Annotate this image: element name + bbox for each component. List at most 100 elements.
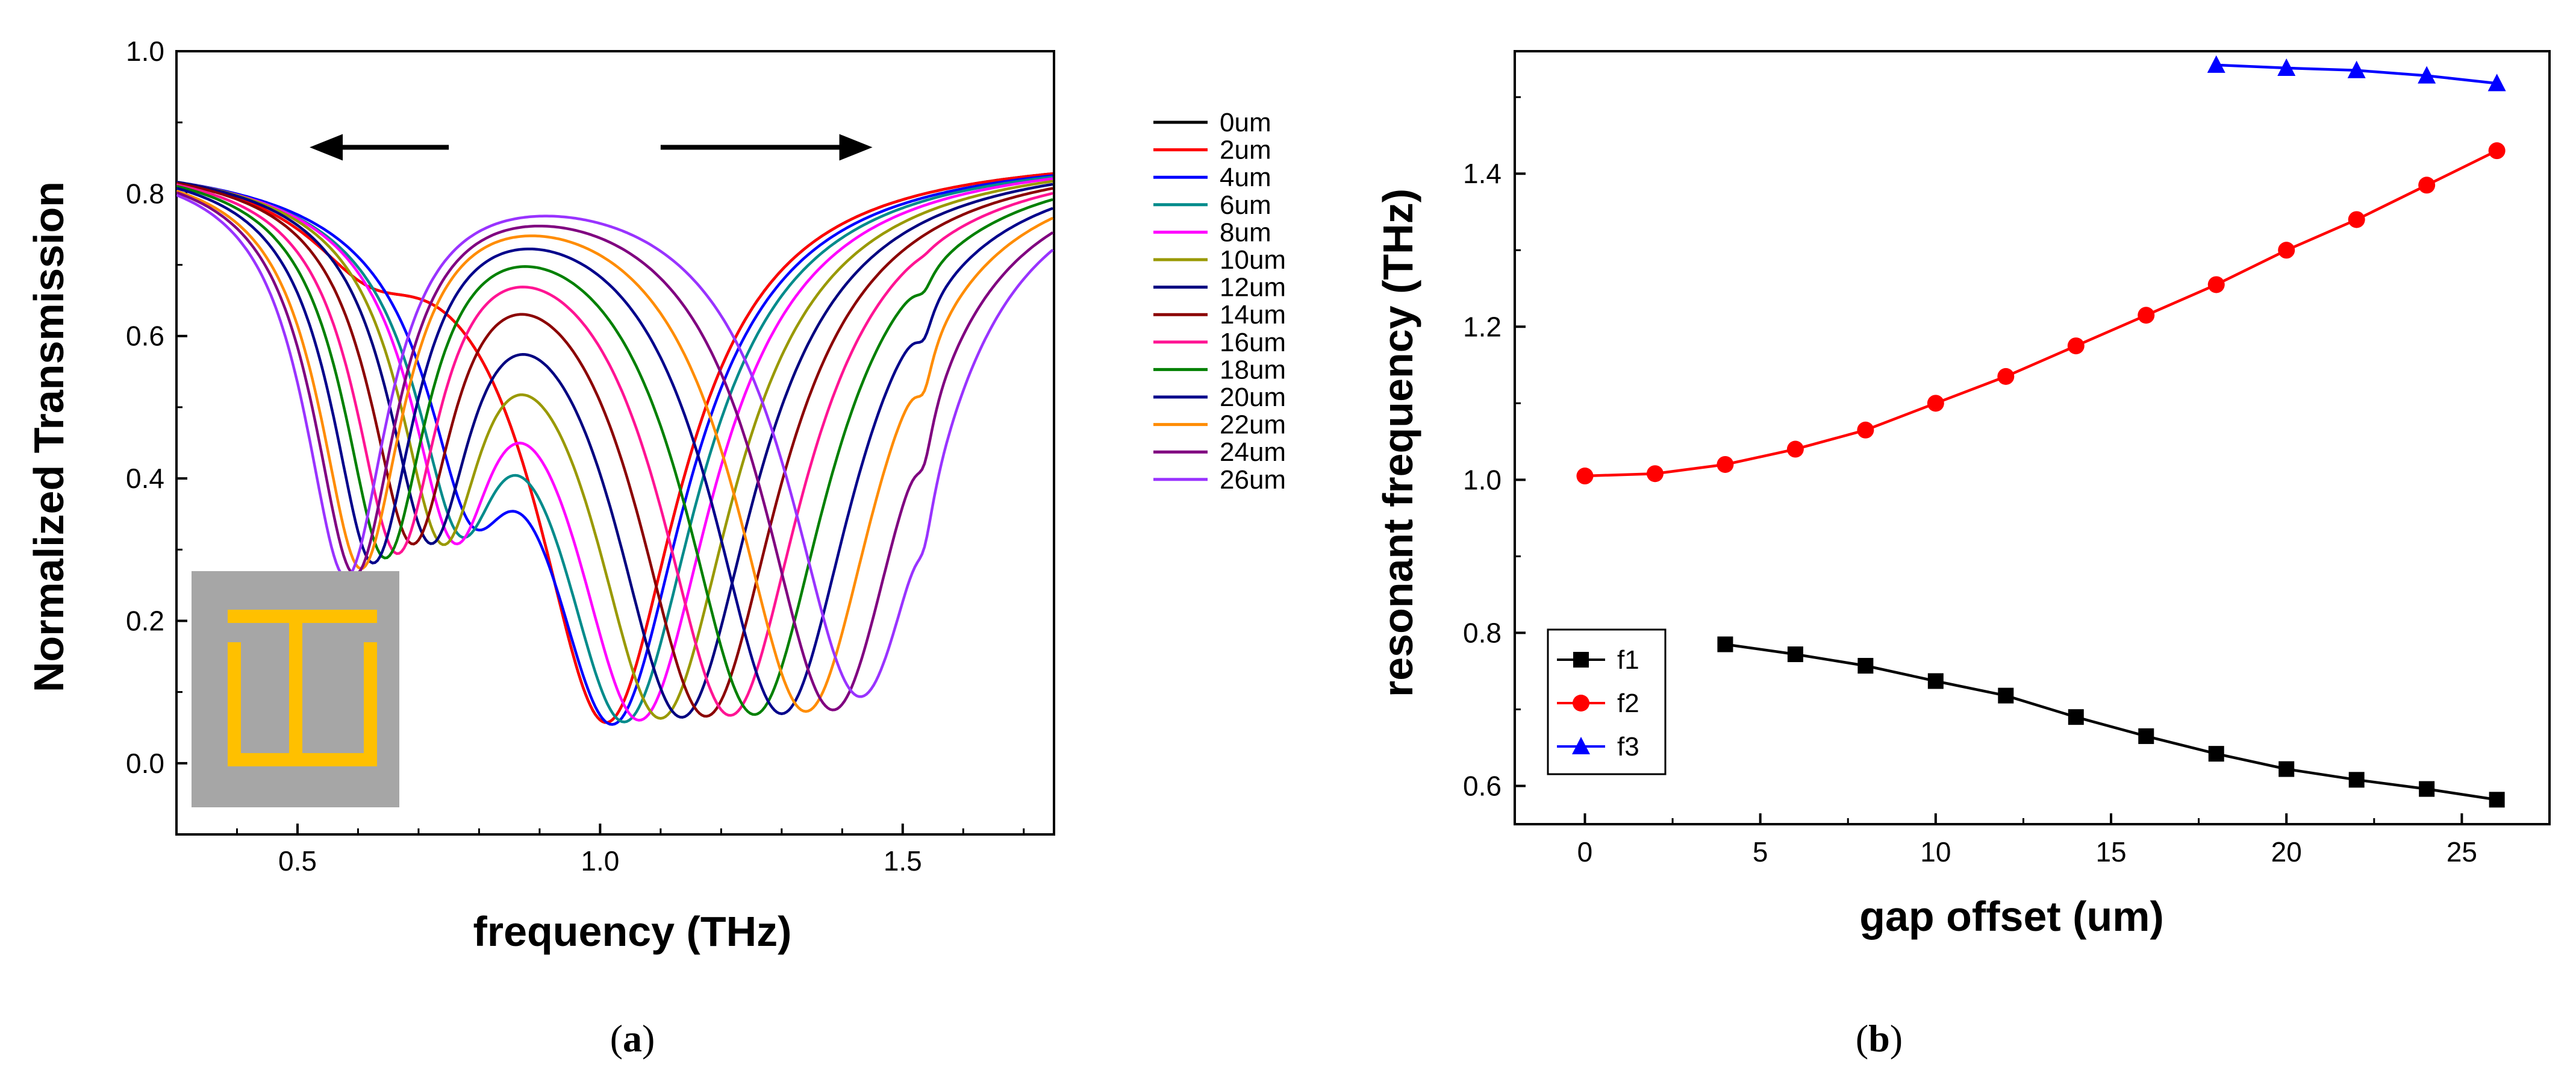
data-point-f3 bbox=[2418, 66, 2436, 84]
data-point-f1 bbox=[2489, 792, 2505, 808]
legend-label-16um: 16um bbox=[1220, 328, 1286, 357]
arrow-head-right bbox=[839, 134, 873, 161]
y-tick-label: 1.0 bbox=[126, 36, 164, 67]
transmission-curve-14um bbox=[176, 181, 1053, 718]
y-tick-label: 1.0 bbox=[1463, 464, 1502, 495]
panel-b-plot-frame bbox=[1514, 50, 2551, 825]
data-point-f1 bbox=[1857, 658, 1874, 674]
data-point-f3 bbox=[2347, 60, 2366, 78]
panel-a-y-axis-label: Normalized Transmission bbox=[25, 181, 72, 692]
legend-label-2um: 2um bbox=[1220, 136, 1271, 165]
legend-label-20um: 20um bbox=[1220, 383, 1286, 412]
data-point-f3 bbox=[2207, 55, 2225, 73]
data-point-f2 bbox=[1997, 368, 2015, 385]
legend-label-8um: 8um bbox=[1220, 217, 1271, 247]
x-tick-label: 0 bbox=[1577, 836, 1593, 868]
legend-label-12um: 12um bbox=[1220, 273, 1286, 302]
panel-b-resonant-frequency-chart: 0 5 10 15 20 25 0.6 0.8 1.0 1.2 1.4 f1 f2 f3 gap off… bbox=[1374, 50, 2551, 940]
transmission-curve-26um bbox=[176, 193, 1054, 698]
data-point-f3 bbox=[2277, 58, 2296, 76]
legend-label-22um: 22um bbox=[1220, 410, 1286, 440]
panel-b-ticks: 0 5 10 15 20 25 0.6 0.8 1.0 1.2 1.4 bbox=[1463, 96, 2477, 868]
series-line-f1 bbox=[1725, 643, 2497, 801]
y-tick-label: 0.8 bbox=[126, 178, 164, 209]
data-point-f1 bbox=[2068, 709, 2084, 725]
x-tick-label: 15 bbox=[2095, 836, 2126, 868]
legend-label-4um: 4um bbox=[1220, 163, 1271, 192]
data-point-f2 bbox=[2138, 307, 2155, 324]
transmission-curve-4um bbox=[176, 174, 1053, 726]
data-point-f2 bbox=[1786, 440, 1804, 458]
x-tick-label: 1.5 bbox=[884, 845, 922, 877]
x-tick-label: 0.5 bbox=[278, 845, 317, 877]
y-tick-label: 0.6 bbox=[126, 321, 164, 352]
transmission-curve-20um bbox=[176, 187, 1053, 715]
data-point-f1 bbox=[1998, 687, 2014, 704]
data-point-f2 bbox=[2067, 337, 2085, 355]
resonator-inset bbox=[192, 571, 399, 807]
data-point-f2 bbox=[1576, 468, 1594, 485]
legend-label-f3: f3 bbox=[1617, 732, 1639, 762]
panel-b-y-axis-label: resonant frequency (THz) bbox=[1374, 189, 1421, 697]
data-point-f1 bbox=[2348, 772, 2365, 788]
data-point-f2 bbox=[1927, 395, 1944, 412]
data-point-f3 bbox=[2487, 74, 2506, 92]
data-point-f1 bbox=[1787, 646, 1803, 662]
arrow-head-left bbox=[310, 134, 343, 161]
panel-a-curves bbox=[176, 172, 1054, 726]
legend-label-26um: 26um bbox=[1220, 465, 1286, 495]
data-point-f1 bbox=[2138, 728, 2154, 744]
legend-label-14um: 14um bbox=[1220, 300, 1286, 330]
transmission-curve-16um bbox=[176, 183, 1053, 717]
data-point-f2 bbox=[1646, 465, 1664, 483]
y-tick-label: 0.4 bbox=[126, 463, 164, 494]
data-point-f2 bbox=[1717, 455, 1734, 473]
transmission-curve-24um bbox=[176, 191, 1054, 712]
panel-a-x-axis-label: frequency (THz) bbox=[473, 908, 792, 955]
transmission-curve-8um bbox=[176, 177, 1053, 722]
panel-a-plot-frame bbox=[175, 50, 1055, 836]
caption-a: (a) bbox=[610, 1017, 655, 1060]
legend-label-10um: 10um bbox=[1220, 245, 1286, 275]
transmission-curve-18um bbox=[176, 184, 1053, 716]
transmission-curve-12um bbox=[176, 180, 1053, 719]
data-point-f2 bbox=[2488, 142, 2506, 160]
panel-b-series bbox=[1576, 55, 2506, 808]
y-tick-label: 1.2 bbox=[1463, 311, 1502, 342]
x-tick-label: 25 bbox=[2447, 836, 2477, 868]
series-f2 bbox=[1576, 142, 2506, 485]
series-f1 bbox=[1717, 636, 2505, 808]
data-point-f2 bbox=[2348, 211, 2365, 228]
transmission-curve-6um bbox=[176, 175, 1053, 724]
data-point-f1 bbox=[1717, 636, 1733, 652]
legend-marker-f1 bbox=[1573, 652, 1589, 668]
y-tick-label: 0.8 bbox=[1463, 617, 1502, 648]
legend-marker-f3 bbox=[1572, 737, 1590, 754]
series-f3 bbox=[2207, 55, 2506, 92]
data-point-f2 bbox=[1857, 421, 1874, 439]
legend-label-24um: 24um bbox=[1220, 437, 1286, 467]
series-line-f2 bbox=[1585, 149, 2498, 478]
x-tick-label: 1.0 bbox=[581, 845, 619, 877]
data-point-f2 bbox=[2418, 177, 2436, 194]
x-tick-label: 20 bbox=[2271, 836, 2302, 868]
data-point-f1 bbox=[2278, 761, 2295, 777]
legend-marker-f2 bbox=[1573, 695, 1589, 712]
panel-b-x-axis-label: gap offset (um) bbox=[1859, 893, 2164, 940]
data-point-f2 bbox=[2207, 276, 2225, 293]
legend-label-6um: 6um bbox=[1220, 190, 1271, 220]
legend-label-18um: 18um bbox=[1220, 355, 1286, 384]
y-tick-label: 1.4 bbox=[1463, 158, 1502, 189]
data-point-f1 bbox=[1927, 673, 1944, 689]
panel-a-arrows bbox=[310, 134, 873, 161]
transmission-curve-10um bbox=[176, 180, 1053, 720]
legend-label-f1: f1 bbox=[1617, 645, 1639, 675]
legend-label-f2: f2 bbox=[1617, 689, 1639, 718]
panel-b-legend: f1 f2 f3 bbox=[1547, 628, 1667, 775]
data-point-f2 bbox=[2278, 242, 2295, 259]
caption-b: (b) bbox=[1856, 1017, 1903, 1060]
data-point-f1 bbox=[2208, 746, 2224, 762]
legend-label-0um: 0um bbox=[1220, 108, 1271, 137]
x-tick-label: 5 bbox=[1753, 836, 1768, 868]
